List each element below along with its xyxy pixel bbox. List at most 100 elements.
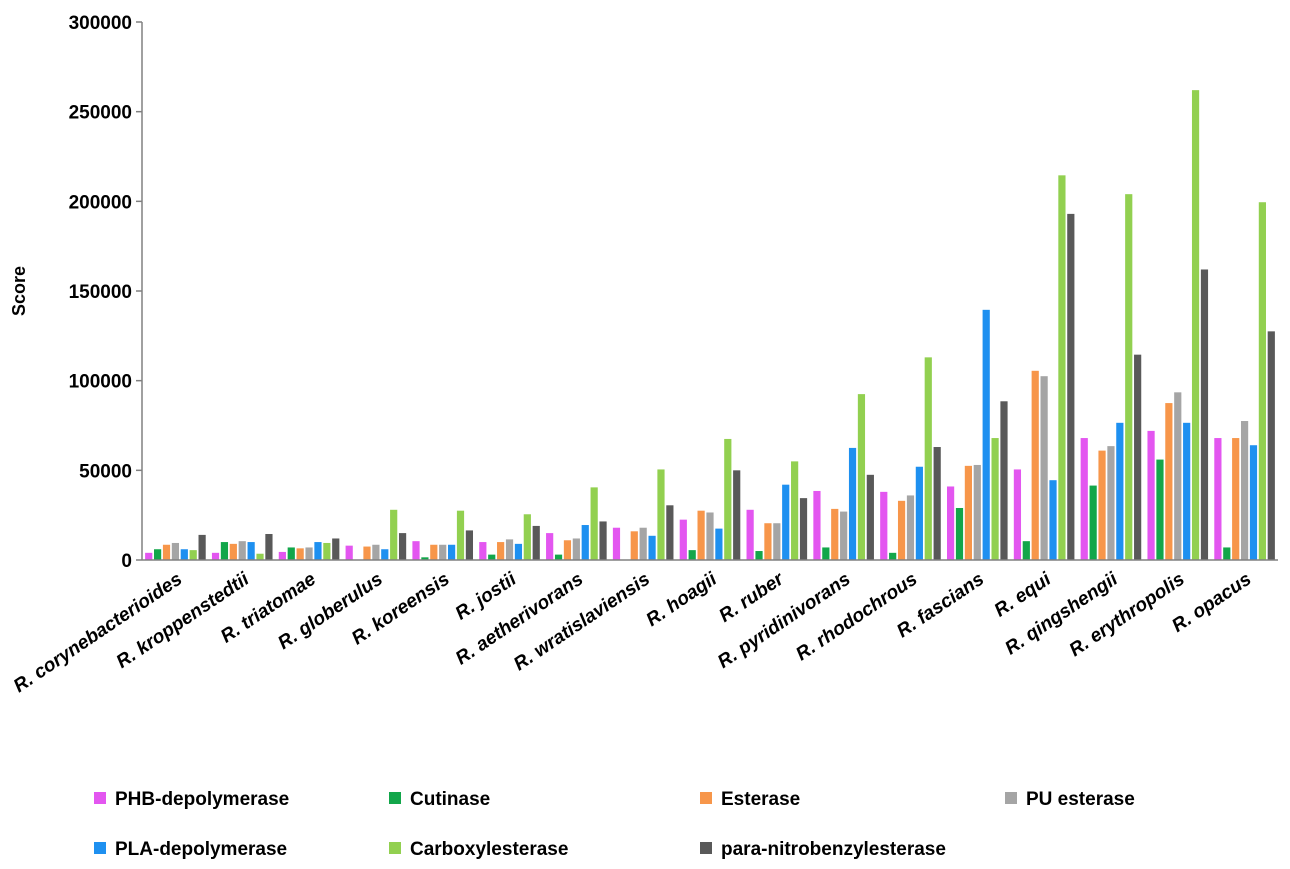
x-tick-label: R. hoagii bbox=[643, 568, 722, 631]
bar bbox=[858, 394, 865, 560]
legend-swatch bbox=[1005, 792, 1017, 804]
bar bbox=[991, 438, 998, 560]
legend-swatch bbox=[94, 842, 106, 854]
bar bbox=[956, 508, 963, 560]
legend-label: PLA-depolymerase bbox=[115, 839, 287, 860]
bar bbox=[724, 439, 731, 560]
bar bbox=[680, 520, 687, 560]
legend: PHB-depolymerase Cutinase Esterase PU ester… bbox=[94, 789, 1135, 860]
bar bbox=[1058, 175, 1065, 560]
bar bbox=[965, 466, 972, 560]
bar bbox=[1183, 423, 1190, 560]
bar bbox=[867, 475, 874, 560]
bar bbox=[648, 536, 655, 560]
bar bbox=[533, 526, 540, 560]
legend-swatch bbox=[389, 842, 401, 854]
bar bbox=[657, 469, 664, 560]
bar bbox=[813, 491, 820, 560]
bar bbox=[555, 555, 562, 560]
bar bbox=[599, 521, 606, 560]
bar bbox=[782, 485, 789, 560]
bar bbox=[230, 544, 237, 560]
bar bbox=[1232, 438, 1239, 560]
bar bbox=[439, 545, 446, 560]
bar bbox=[1107, 446, 1114, 560]
bar bbox=[1032, 371, 1039, 560]
bar bbox=[733, 470, 740, 560]
bar bbox=[172, 543, 179, 560]
y-tick-label: 100000 bbox=[69, 372, 132, 393]
bar bbox=[1098, 451, 1105, 560]
bar bbox=[1201, 269, 1208, 560]
bar bbox=[1259, 202, 1266, 560]
legend-label: PHB-depolymerase bbox=[115, 789, 289, 810]
bar bbox=[840, 512, 847, 560]
bar bbox=[1090, 486, 1097, 560]
bar bbox=[925, 357, 932, 560]
bar bbox=[1116, 423, 1123, 560]
bar bbox=[488, 555, 495, 560]
bar bbox=[1241, 421, 1248, 560]
bar bbox=[154, 549, 161, 560]
bar bbox=[898, 501, 905, 560]
bar bbox=[412, 541, 419, 560]
bar bbox=[546, 533, 553, 560]
bar bbox=[212, 553, 219, 560]
bar bbox=[1067, 214, 1074, 560]
legend-label: Carboxylesterase bbox=[410, 839, 568, 860]
bar bbox=[1125, 194, 1132, 560]
bar bbox=[524, 514, 531, 560]
bar bbox=[747, 510, 754, 560]
legend-label: para-nitrobenzylesterase bbox=[721, 839, 946, 860]
bar bbox=[479, 542, 486, 560]
legend-label: PU esterase bbox=[1026, 789, 1135, 810]
bar bbox=[332, 538, 339, 560]
bar bbox=[256, 554, 263, 560]
bar bbox=[689, 550, 696, 560]
bar bbox=[640, 528, 647, 560]
bar bbox=[791, 461, 798, 560]
bar bbox=[363, 547, 370, 560]
bar bbox=[1165, 403, 1172, 560]
bar bbox=[305, 547, 312, 560]
bar bbox=[448, 545, 455, 560]
bar bbox=[497, 542, 504, 560]
bar bbox=[372, 545, 379, 560]
bar bbox=[666, 505, 673, 560]
bar bbox=[916, 467, 923, 560]
bar bbox=[314, 542, 321, 560]
bar bbox=[934, 447, 941, 560]
bar bbox=[698, 511, 705, 560]
bar bbox=[297, 548, 304, 560]
legend-swatch bbox=[700, 792, 712, 804]
bar bbox=[221, 542, 228, 560]
bar bbox=[591, 487, 598, 560]
bar bbox=[822, 547, 829, 560]
bar bbox=[399, 533, 406, 560]
bar bbox=[163, 545, 170, 560]
bar bbox=[755, 551, 762, 560]
bar bbox=[907, 495, 914, 560]
bar bbox=[573, 538, 580, 560]
bar bbox=[631, 531, 638, 560]
bar bbox=[248, 542, 255, 560]
bar bbox=[1147, 431, 1154, 560]
bar bbox=[889, 553, 896, 560]
bar bbox=[466, 530, 473, 560]
y-axis-label: Score bbox=[9, 266, 29, 316]
bar bbox=[1014, 469, 1021, 560]
bar bbox=[381, 549, 388, 560]
bar bbox=[1000, 401, 1007, 560]
legend-swatch bbox=[700, 842, 712, 854]
y-tick-label: 200000 bbox=[69, 192, 132, 213]
bar bbox=[1023, 541, 1030, 560]
bar bbox=[1134, 355, 1141, 560]
bar bbox=[1156, 460, 1163, 560]
bar bbox=[323, 543, 330, 560]
bar bbox=[800, 498, 807, 560]
bar bbox=[181, 549, 188, 560]
bar bbox=[564, 540, 571, 560]
legend-label: Esterase bbox=[721, 789, 800, 810]
